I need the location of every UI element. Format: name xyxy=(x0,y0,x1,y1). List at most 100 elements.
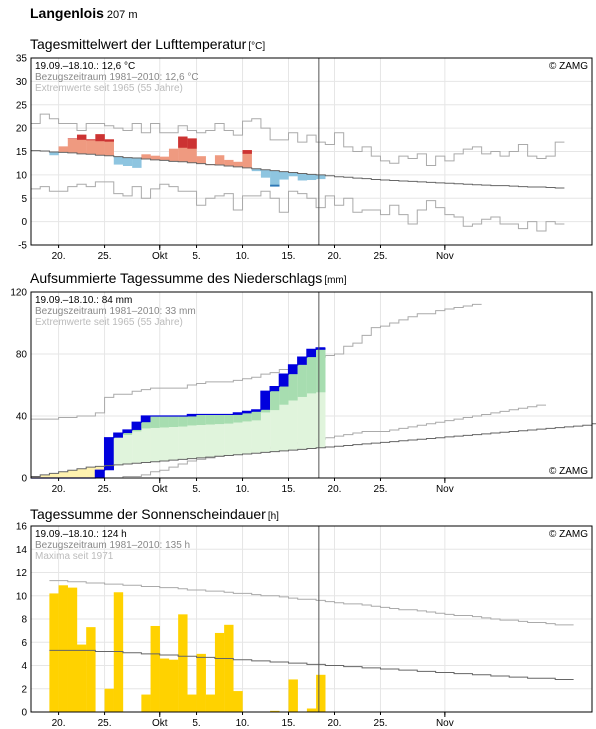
sunshine-bar xyxy=(113,592,124,712)
precip-surplus-strong xyxy=(196,414,206,425)
precip-surplus-strong xyxy=(297,357,308,397)
y-tick-label: 8 xyxy=(21,615,27,626)
precip-daily-bar xyxy=(251,409,262,412)
temperature-bar xyxy=(150,155,160,160)
temperature-anomaly-mark xyxy=(86,139,96,141)
precip-cumulative-line xyxy=(31,347,326,479)
temperature-anomaly-mark xyxy=(270,184,280,187)
x-tick-label: Nov xyxy=(436,251,454,262)
x-tick-label: 10. xyxy=(236,484,250,495)
sunshine-bar xyxy=(270,710,280,712)
x-tick-label: 25. xyxy=(374,484,388,495)
precip-daily-bar xyxy=(270,386,280,392)
precip-surplus-strong xyxy=(224,414,234,424)
precip-daily-bar xyxy=(242,411,252,414)
plot-frame xyxy=(30,57,593,246)
temperature-bar xyxy=(297,173,308,181)
precip-deficit-area xyxy=(95,466,105,471)
y-tick-label: 15 xyxy=(16,147,28,158)
copyright-label: © ZAMG xyxy=(549,61,588,72)
precip-surplus-area xyxy=(306,349,317,449)
temperature-bar xyxy=(242,150,252,168)
extreme-max-line xyxy=(31,303,482,420)
sunshine-bar xyxy=(178,614,188,712)
precip-surplus-strong xyxy=(279,374,289,405)
precip-deficit-area xyxy=(40,474,50,478)
x-tick-label: 20. xyxy=(328,251,342,262)
reference-mean-line xyxy=(49,649,574,680)
temperature-bar xyxy=(196,156,206,164)
sunshine-bar xyxy=(67,587,78,712)
precip-surplus-area xyxy=(251,409,262,454)
sunshine-bar xyxy=(49,593,59,712)
precip-surplus-area xyxy=(224,414,234,456)
temperature-anomaly-mark xyxy=(187,138,197,149)
station-name: Langenlois xyxy=(30,5,104,21)
sunshine-bar xyxy=(150,625,160,712)
info-line-3: Maxima seit 1971 xyxy=(35,551,114,562)
temperature-bar xyxy=(58,146,68,153)
y-tick-label: 40 xyxy=(16,412,28,423)
y-tick-label: 14 xyxy=(16,545,28,556)
station-header: Langenlois 207 m xyxy=(30,5,137,21)
precip-daily-bar xyxy=(104,437,114,471)
x-tick-label: 25. xyxy=(98,251,112,262)
precip-surplus-area xyxy=(141,416,151,463)
x-tick-label: 20. xyxy=(52,484,66,495)
x-tick-label: 15. xyxy=(282,251,296,262)
precip-surplus-area xyxy=(196,414,206,458)
precip-surplus-area xyxy=(316,347,326,448)
precip-surplus-area xyxy=(168,416,179,461)
precip-daily-bar xyxy=(297,357,308,365)
precip-daily-bar xyxy=(141,416,151,423)
sunshine-bar xyxy=(104,688,114,712)
sunshine-bar xyxy=(168,659,179,712)
precip-surplus-area xyxy=(288,364,298,451)
temperature-bar xyxy=(260,169,271,178)
temperature-bar xyxy=(67,138,78,153)
precip-surplus-area xyxy=(214,414,225,457)
info-line-1: 19.09.–18.10.: 124 h xyxy=(35,529,127,540)
sunshine-bar xyxy=(288,679,298,712)
x-tick-label: 15. xyxy=(282,484,296,495)
x-tick-label: 20. xyxy=(52,718,66,729)
x-tick-label: 10. xyxy=(236,718,250,729)
precip-deficit-area xyxy=(76,468,87,478)
plot-frame xyxy=(30,525,593,713)
x-tick-label: 25. xyxy=(98,484,112,495)
precip-surplus-area xyxy=(187,414,197,459)
precip-surplus-strong xyxy=(178,416,188,427)
copyright-label: © ZAMG xyxy=(549,466,588,477)
y-tick-label: 35 xyxy=(16,54,28,65)
temperature-title-text: Tagesmittelwert der Lufttemperatur xyxy=(30,36,247,52)
temperature-bar xyxy=(113,156,124,165)
sunshine-bar xyxy=(316,674,326,712)
sunshine-bar xyxy=(224,624,234,712)
precipitation-title-text: Aufsummierte Tagessumme des Niederschlag… xyxy=(30,270,323,286)
sunshine-bar xyxy=(141,694,151,712)
precip-surplus-strong xyxy=(251,409,262,421)
x-tick-label: Nov xyxy=(436,718,454,729)
y-tick-label: 10 xyxy=(16,170,28,181)
sunshine-bar xyxy=(86,627,96,712)
reference-cumulative-line xyxy=(31,423,596,477)
temperature-bar xyxy=(141,154,151,159)
x-tick-label: 20. xyxy=(328,484,342,495)
extreme-min-line xyxy=(31,181,565,232)
precip-surplus-area xyxy=(132,422,142,464)
temperature-bar xyxy=(288,172,298,177)
y-tick-label: 80 xyxy=(16,350,28,361)
temperature-bar xyxy=(214,155,225,166)
temperature-bar xyxy=(159,156,170,161)
x-tick-label: Okt xyxy=(152,251,168,262)
precip-surplus-area xyxy=(205,414,216,458)
precip-deficit-area xyxy=(58,471,68,478)
temperature-anomaly-mark xyxy=(178,136,188,148)
precip-daily-bar xyxy=(306,349,317,358)
precip-deficit-area xyxy=(31,476,41,478)
sunshine-bar xyxy=(306,708,317,712)
sunshine-unit: [h] xyxy=(267,511,279,522)
y-tick-label: 25 xyxy=(16,100,28,111)
temperature-bar xyxy=(316,174,326,180)
